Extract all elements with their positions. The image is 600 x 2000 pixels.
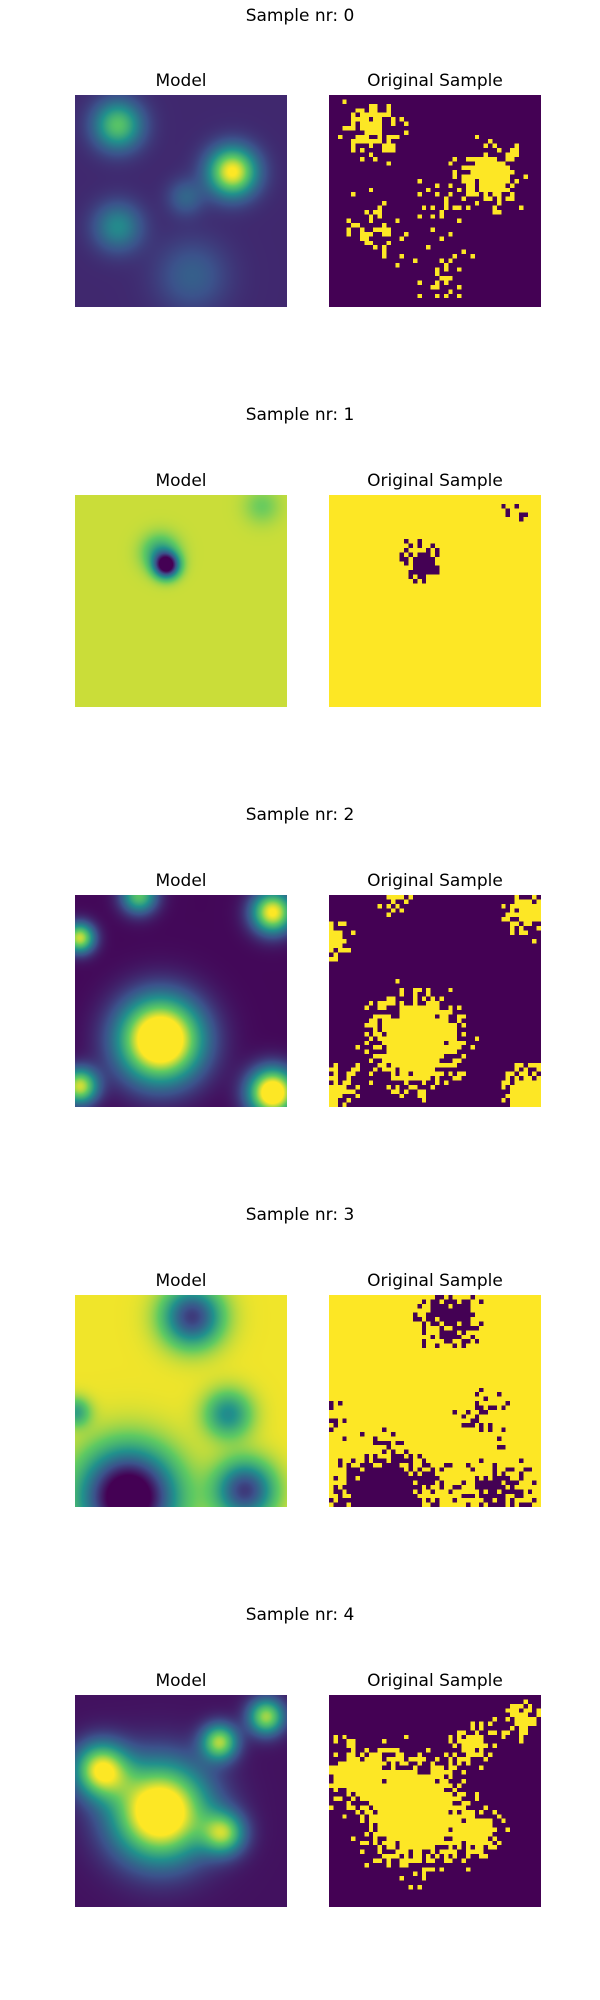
model-image: [75, 1295, 287, 1507]
sample-title: Sample nr: 2: [245, 805, 355, 825]
model-heatmap: [75, 1695, 287, 1907]
model-heatmap: [75, 1295, 287, 1507]
original-pixel-grid: [329, 895, 541, 1107]
sample-title: Sample nr: 0: [245, 6, 355, 26]
sample-title: Sample nr: 3: [245, 1205, 355, 1225]
model-image: [75, 1695, 287, 1907]
original-panel-title: Original Sample: [367, 871, 503, 891]
original-panel-title: Original Sample: [367, 71, 503, 91]
original-pixel-grid: [329, 1695, 541, 1907]
original-image: [329, 1695, 541, 1907]
original-panel-title: Original Sample: [367, 1671, 503, 1691]
model-panel-title: Model: [155, 471, 207, 491]
original-panel-title: Original Sample: [367, 1271, 503, 1291]
original-pixel-grid: [329, 1295, 541, 1507]
model-heatmap: [75, 895, 287, 1107]
original-image: [329, 1295, 541, 1507]
sample-title: Sample nr: 4: [245, 1605, 355, 1625]
original-image: [329, 895, 541, 1107]
model-panel-title: Model: [155, 871, 207, 891]
model-panel-title: Model: [155, 1271, 207, 1291]
model-panel-title: Model: [155, 1671, 207, 1691]
model-panel-title: Model: [155, 71, 207, 91]
original-pixel-grid: [329, 95, 541, 307]
original-image: [329, 95, 541, 307]
model-image: [75, 95, 287, 307]
model-heatmap: [75, 95, 287, 307]
original-image: [329, 495, 541, 707]
model-image: [75, 895, 287, 1107]
original-pixel-grid: [329, 495, 541, 707]
model-image: [75, 495, 287, 707]
model-heatmap: [75, 495, 287, 707]
original-panel-title: Original Sample: [367, 471, 503, 491]
sample-title: Sample nr: 1: [245, 405, 355, 425]
